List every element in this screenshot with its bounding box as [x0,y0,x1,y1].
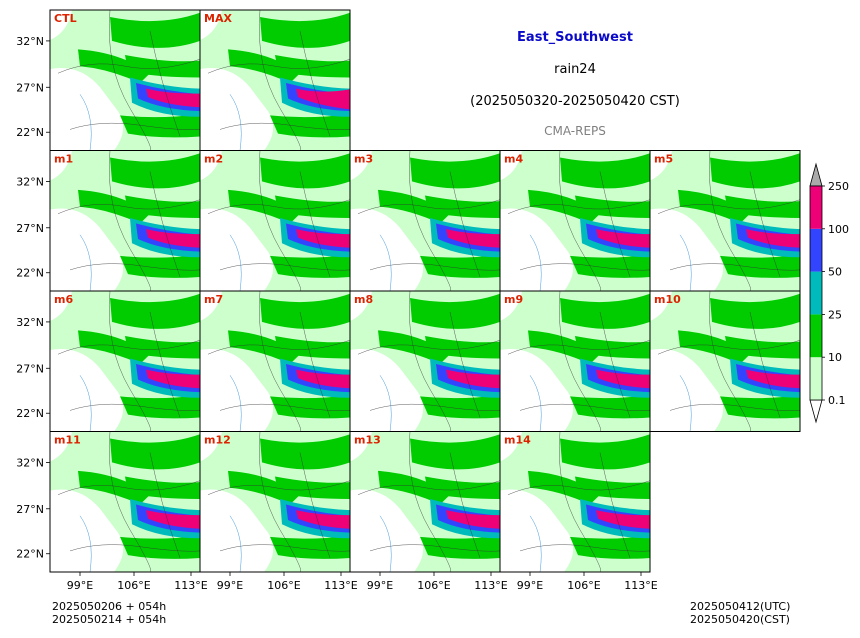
lat-tick-label: 27°N [16,222,44,235]
colorbar-tick-label: 10 [828,351,842,364]
colorbar-tick-label: 25 [828,308,842,321]
lat-tick-label: 32°N [16,316,44,329]
map-panel-m7: m7 [199,290,351,432]
lon-tick-label: 99°E [367,579,393,592]
map-panel-m9: m9 [499,290,651,432]
lon-tick-label: 99°E [67,579,93,592]
panel-label: m6 [54,293,73,306]
panel-label: m13 [354,434,381,447]
panel-label: MAX [204,12,232,25]
panel-label: m4 [504,153,523,166]
panel-label: m11 [54,434,81,447]
panel-label: m8 [354,293,373,306]
lat-tick-label: 32°N [16,456,44,469]
lat-tick-label: 32°N [16,35,44,48]
map-panel-CTL: CTL [49,9,201,151]
map-panel-m8: m8 [349,290,501,432]
footer-init-utc: 2025050206 + 054h [52,600,167,613]
colorbar-tick-label: 100 [828,223,849,236]
lon-tick-label: 113°E [324,579,357,592]
lon-tick-label: 106°E [267,579,300,592]
lat-tick-label: 27°N [16,362,44,375]
panel-label: CTL [54,12,77,25]
lat-tick-label: 32°N [16,175,44,188]
panel-label: m5 [654,153,673,166]
lat-tick-label: 27°N [16,81,44,94]
map-panel-m12: m12 [199,431,351,573]
title-variable: rain24 [554,62,596,77]
lon-tick-label: 106°E [567,579,600,592]
map-panel-m11: m11 [49,431,201,573]
panel-label: m12 [204,434,231,447]
lat-tick-label: 22°N [16,407,44,420]
panel-label: m9 [504,293,523,306]
map-panel-m6: m6 [49,290,201,432]
lon-tick-label: 106°E [117,579,150,592]
lon-tick-label: 99°E [517,579,543,592]
lon-tick-label: 99°E [217,579,243,592]
map-panel-m2: m2 [199,150,351,292]
footer-valid-utc: 2025050412(UTC) [690,600,791,613]
footer-valid-cst: 2025050420(CST) [690,613,790,626]
map-panel-m14: m14 [499,431,651,573]
footer-init-cst: 2025050214 + 054h [52,613,167,626]
lat-tick-label: 22°N [16,126,44,139]
panel-label: m10 [654,293,681,306]
lon-tick-label: 113°E [624,579,657,592]
colorbar-tick-label: 250 [828,180,849,193]
colorbar-tick-label: 0.1 [828,394,846,407]
lon-tick-label: 113°E [174,579,207,592]
title-period: (2025050320-2025050420 CST) [470,94,680,109]
map-panel-m5: m5 [649,150,801,292]
panel-label: m3 [354,153,373,166]
colorbar: 0.1 10 25 50 100 250 [809,162,849,424]
lat-tick-label: 22°N [16,267,44,280]
lon-tick-label: 106°E [417,579,450,592]
colorbar-tick-label: 50 [828,266,842,279]
title-model: CMA-REPS [544,124,606,138]
map-panel-MAX: MAX [199,9,351,151]
lat-tick-label: 27°N [16,503,44,516]
panel-label: m1 [54,153,73,166]
map-panel-m1: m1 [49,150,201,292]
map-panel-m3: m3 [349,150,501,292]
panel-label: m7 [204,293,223,306]
map-panel-m10: m10 [649,290,801,432]
title-region: East_Southwest [517,30,633,45]
lat-tick-label: 22°N [16,548,44,561]
map-panel-m13: m13 [349,431,501,573]
panel-label: m2 [204,153,223,166]
map-panel-m4: m4 [499,150,651,292]
lon-tick-label: 113°E [474,579,507,592]
panel-label: m14 [504,434,531,447]
